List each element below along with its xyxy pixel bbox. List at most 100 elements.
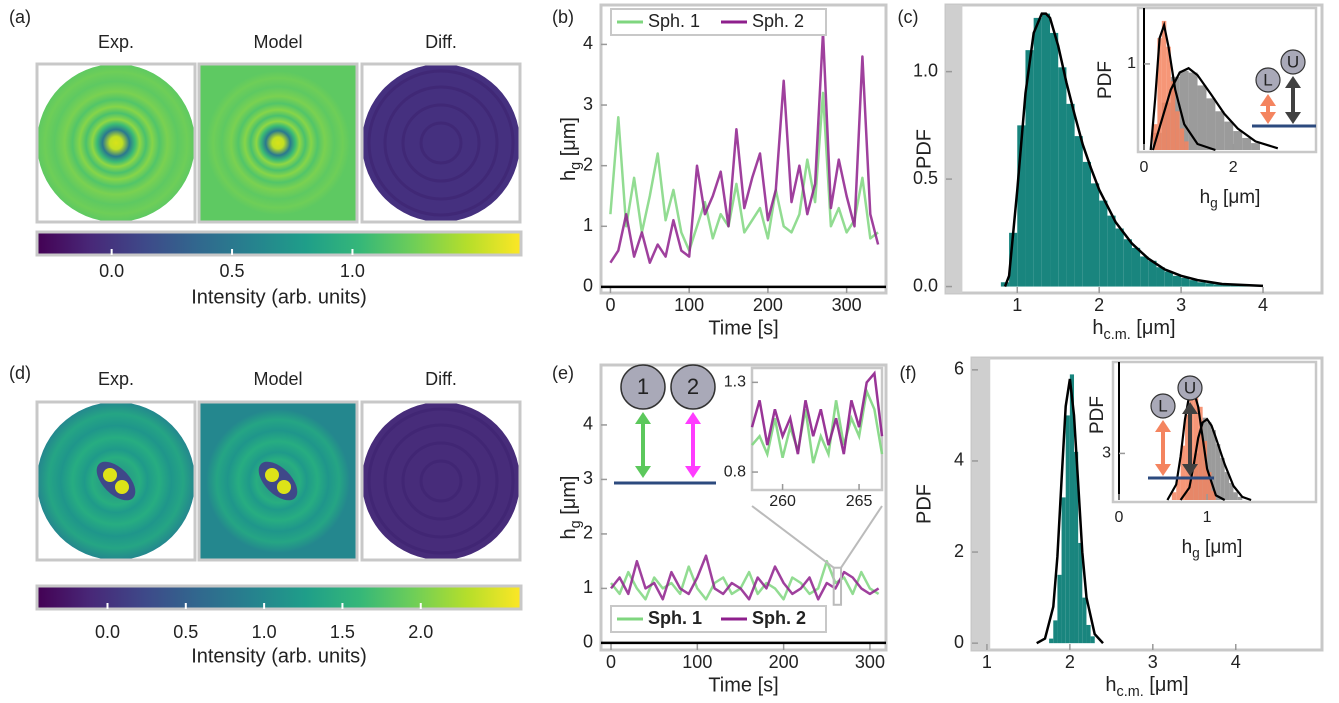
inset-histogram-bar xyxy=(1171,492,1177,500)
y-tick-label: 2 xyxy=(583,154,593,174)
image-frame xyxy=(360,62,522,224)
legend-box xyxy=(610,8,827,36)
inset-histogram-bar xyxy=(1175,111,1180,150)
fit-curve xyxy=(1003,12,1264,288)
x-tick-label: 4 xyxy=(1258,295,1268,315)
x-tick-label: 260 xyxy=(769,493,796,510)
label-part: h xyxy=(1105,674,1116,696)
zoom-connector xyxy=(751,505,835,569)
inset-histogram-bar xyxy=(1242,137,1252,150)
x-tick-label: 200 xyxy=(769,652,799,672)
arrow-head xyxy=(1182,402,1198,414)
image-title: Model xyxy=(253,369,302,389)
histogram-bar xyxy=(1222,284,1231,287)
y-tick-label: 2 xyxy=(583,523,593,543)
inset-histogram-bar xyxy=(1224,121,1234,150)
image-ring xyxy=(367,69,515,217)
y-tick-label: 3 xyxy=(583,468,593,488)
y-tick-label: 3 xyxy=(583,94,593,114)
y-tick-label: 0 xyxy=(954,632,964,652)
inset-fit-curve xyxy=(1149,21,1216,152)
panel-label: (b) xyxy=(552,7,574,27)
arrow-head xyxy=(635,412,651,424)
inset-y-axis-label: PDF xyxy=(1095,61,1116,99)
inset-histogram-bar xyxy=(1224,472,1230,500)
histogram-bar xyxy=(1172,275,1182,287)
inset-histogram-bar xyxy=(1193,378,1199,500)
histogram-bar xyxy=(1074,451,1079,644)
inset-histogram-bar xyxy=(1176,476,1181,500)
image-title: Model xyxy=(253,32,302,52)
histogram-bar xyxy=(1017,125,1026,287)
histogram-bar xyxy=(1082,161,1091,287)
image-frame xyxy=(197,400,359,562)
arrow-head xyxy=(685,412,701,424)
panel-label: (e) xyxy=(552,363,574,383)
image-frame xyxy=(35,62,197,224)
label-part: [μm] xyxy=(1200,537,1243,558)
histogram-bar xyxy=(1164,271,1173,287)
histogram-bar xyxy=(1065,415,1070,644)
panel-label: (c) xyxy=(898,7,919,27)
histogram-bar xyxy=(1230,285,1239,287)
histogram-bar xyxy=(1053,620,1058,644)
image-ring xyxy=(419,459,463,503)
image-ring xyxy=(401,441,481,521)
colorbar xyxy=(35,584,523,611)
image-title: Exp. xyxy=(98,369,134,389)
y-axis-label: PDF xyxy=(913,129,935,169)
inset-histogram-bar xyxy=(1206,98,1216,150)
shaded-region xyxy=(972,358,991,650)
colorbar-tick-label: 1.0 xyxy=(340,261,365,281)
histogram-bar xyxy=(1061,497,1066,644)
arrow-head xyxy=(685,466,701,478)
histogram-bar xyxy=(1205,283,1214,287)
inset-histogram-bar xyxy=(1233,131,1243,150)
colorbar-tick-label: 0.0 xyxy=(95,622,120,642)
panel-label: (a) xyxy=(9,7,31,27)
label-part: h xyxy=(1200,187,1211,208)
image-frame xyxy=(197,62,359,224)
inset-histogram-bar xyxy=(1157,38,1162,150)
y-tick-label: 1.0 xyxy=(913,60,938,80)
histogram-bar xyxy=(1099,200,1108,287)
x-tick-label: 265 xyxy=(846,493,873,510)
histogram-bar xyxy=(1058,67,1067,287)
sphere-label: L xyxy=(1263,70,1272,89)
panel-label: (d) xyxy=(9,363,31,383)
image-disk xyxy=(37,64,195,222)
image-spot xyxy=(115,480,129,494)
histogram-bar xyxy=(1086,624,1091,644)
sphere xyxy=(1255,67,1281,93)
image-spot xyxy=(103,468,117,482)
inset-fit-curve xyxy=(1151,66,1279,151)
y-tick-label: 0.0 xyxy=(913,275,938,295)
x-axis-label: Time [s] xyxy=(708,674,778,696)
y-tick-label: 1 xyxy=(583,215,593,235)
colorbar-tick-label: 0.5 xyxy=(220,261,245,281)
label-part: [μm] xyxy=(558,476,580,521)
colorbar-tick-label: 0.0 xyxy=(99,261,124,281)
y-axis-label: hg [μm] xyxy=(558,476,584,540)
sphere-label: U xyxy=(1184,378,1196,397)
legend-label: Sph. 1 xyxy=(648,11,700,31)
histogram-bar xyxy=(1140,256,1149,287)
colorbar-tick-label: 2.0 xyxy=(408,622,433,642)
inset-series-line xyxy=(751,386,884,464)
inset-histogram-bar xyxy=(1215,111,1225,150)
sphere xyxy=(1280,49,1306,75)
histogram-bar xyxy=(1197,282,1206,287)
label-part: h xyxy=(558,170,580,181)
y-tick-label: 4 xyxy=(954,450,964,470)
label-subscript: g xyxy=(568,162,584,170)
arrow-head xyxy=(1155,464,1171,476)
histogram-bar xyxy=(1074,136,1083,287)
inset-histogram-bar xyxy=(1229,482,1234,500)
x-tick-label: 1 xyxy=(1012,295,1022,315)
label-subscript: c.m. xyxy=(1104,327,1131,343)
inset-histogram-bar xyxy=(1207,422,1212,500)
histogram-bar xyxy=(1123,239,1132,287)
colorbar-tick-label: 1.0 xyxy=(252,622,277,642)
